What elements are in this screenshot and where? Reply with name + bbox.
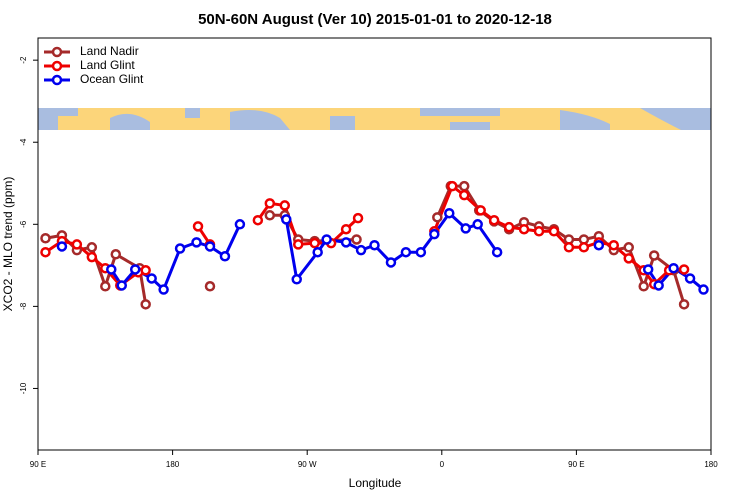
data-point bbox=[252, 214, 264, 226]
data-point bbox=[340, 223, 352, 235]
data-point bbox=[460, 223, 471, 234]
data-point bbox=[593, 239, 605, 251]
data-point bbox=[444, 207, 455, 219]
data-point bbox=[56, 241, 68, 252]
data-point bbox=[352, 212, 364, 224]
data-point bbox=[106, 264, 117, 275]
legend-label: Land Glint bbox=[80, 58, 135, 72]
data-point bbox=[292, 239, 304, 250]
data-point bbox=[234, 219, 246, 230]
data-point bbox=[204, 281, 216, 292]
data-point bbox=[291, 274, 302, 285]
data-point bbox=[503, 221, 515, 233]
data-point bbox=[698, 284, 709, 295]
data-point bbox=[116, 280, 128, 291]
data-point bbox=[385, 257, 397, 268]
data-point bbox=[668, 262, 679, 274]
legend-swatch bbox=[51, 74, 63, 86]
x-tick-label: 90 W bbox=[298, 460, 317, 469]
y-tick-label: -2 bbox=[19, 56, 28, 64]
y-tick-label: -10 bbox=[19, 382, 28, 394]
legend-swatch bbox=[51, 46, 63, 58]
x-tick-label: 180 bbox=[166, 460, 180, 469]
chart-title: 50N-60N August (Ver 10) 2015-01-01 to 20… bbox=[198, 11, 552, 28]
data-point bbox=[309, 237, 320, 249]
data-point bbox=[100, 281, 111, 292]
data-point bbox=[369, 239, 380, 251]
data-point bbox=[458, 189, 470, 201]
data-point bbox=[678, 264, 690, 275]
data-point bbox=[548, 226, 560, 237]
data-point bbox=[648, 250, 660, 261]
x-axis-label: Longitude bbox=[349, 476, 402, 490]
data-point bbox=[475, 205, 486, 216]
y-tick-label: -8 bbox=[19, 302, 28, 310]
data-point bbox=[204, 241, 216, 252]
data-point bbox=[71, 239, 83, 250]
x-tick-label: 90 E bbox=[30, 460, 46, 469]
data-point bbox=[281, 214, 292, 225]
data-point bbox=[563, 242, 575, 253]
x-tick-label: 180 bbox=[704, 460, 718, 469]
data-point bbox=[678, 299, 690, 310]
data-point bbox=[638, 281, 649, 292]
x-tick-label: 90 E bbox=[568, 460, 584, 469]
legend-swatch bbox=[51, 60, 63, 72]
data-point bbox=[608, 239, 620, 251]
data-point bbox=[86, 242, 98, 253]
data-point bbox=[129, 264, 141, 275]
data-point bbox=[351, 234, 362, 245]
data-point bbox=[642, 264, 654, 275]
data-point bbox=[140, 265, 151, 276]
data-point bbox=[174, 243, 186, 254]
data-point bbox=[578, 242, 590, 253]
plot-frame bbox=[37, 37, 712, 451]
data-point bbox=[146, 273, 157, 284]
data-point bbox=[447, 180, 458, 192]
data-point bbox=[415, 246, 427, 258]
map-strip bbox=[38, 108, 711, 130]
y-tick-label: -6 bbox=[19, 220, 28, 228]
y-tick-label: -4 bbox=[19, 138, 28, 146]
legend-label: Ocean Glint bbox=[80, 72, 144, 86]
data-point bbox=[158, 284, 169, 295]
data-point bbox=[191, 237, 202, 248]
series-line bbox=[44, 184, 685, 287]
data-point bbox=[472, 219, 483, 230]
data-point bbox=[279, 200, 291, 211]
x-tick-label: 0 bbox=[440, 460, 445, 469]
data-point bbox=[192, 221, 204, 232]
data-point bbox=[400, 246, 412, 258]
data-point bbox=[623, 242, 634, 253]
data-point bbox=[432, 212, 443, 223]
data-point bbox=[264, 210, 276, 221]
data-point bbox=[653, 280, 664, 291]
data-point bbox=[429, 228, 440, 240]
data-point bbox=[340, 237, 352, 248]
data-point bbox=[312, 246, 323, 258]
data-point bbox=[355, 244, 367, 256]
data-point bbox=[533, 226, 545, 237]
data-point bbox=[518, 223, 530, 235]
y-axis-label: XCO2 - MLO trend (ppm) bbox=[1, 177, 15, 312]
data-point bbox=[491, 246, 503, 258]
data-point bbox=[488, 214, 500, 226]
data-point bbox=[110, 249, 122, 260]
data-point bbox=[219, 251, 231, 262]
data-point bbox=[40, 246, 51, 258]
data-point bbox=[86, 251, 98, 263]
legend-label: Land Nadir bbox=[80, 44, 139, 58]
data-point bbox=[40, 233, 51, 244]
data-point bbox=[458, 180, 470, 192]
data-point bbox=[140, 299, 151, 310]
data-point bbox=[684, 273, 696, 284]
data-point bbox=[623, 253, 634, 264]
data-point bbox=[264, 198, 276, 209]
data-point bbox=[321, 234, 332, 245]
